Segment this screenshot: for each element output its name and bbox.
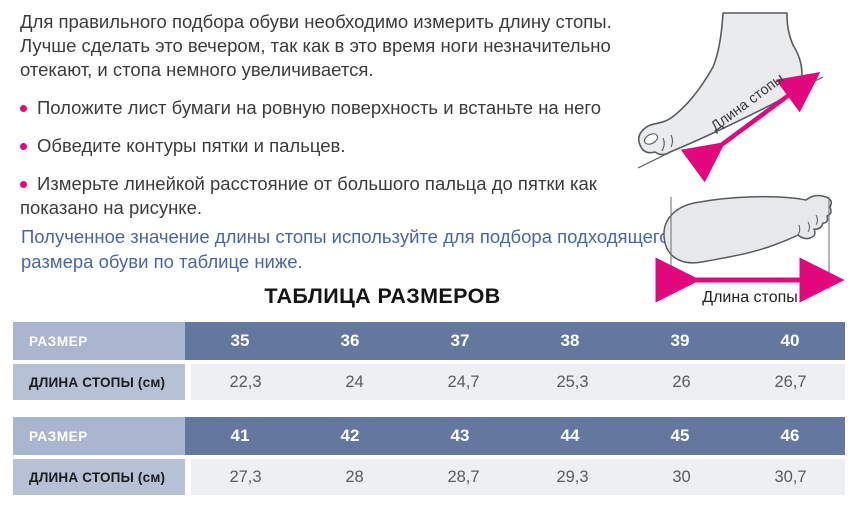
length-row: ДЛИНА СТОПЫ (см) 27,3 28 28,7 29,3 30 30… [13, 459, 845, 495]
size-cell: 45 [625, 417, 735, 455]
length-cell: 30 [627, 459, 736, 495]
bullet-dot-icon [20, 104, 27, 112]
size-cell: 43 [405, 417, 515, 455]
size-cell: 37 [405, 322, 515, 360]
foot-top-illustration: Длина стопы [655, 194, 845, 306]
size-cell: 35 [185, 322, 295, 360]
size-cell: 41 [185, 417, 295, 455]
length-row: ДЛИНА СТОПЫ (см) 22,3 24 24,7 25,3 26 26… [13, 364, 845, 400]
size-cell: 44 [515, 417, 625, 455]
length-cell: 25,3 [518, 364, 627, 400]
length-cell: 26 [627, 364, 736, 400]
bullet-dot-icon [20, 142, 27, 150]
length-cell: 29,3 [518, 459, 627, 495]
cell-gap [185, 459, 191, 495]
length-cell: 30,7 [736, 459, 845, 495]
bullet-dot-icon [20, 180, 27, 188]
top-measure-label: Длина стопы [702, 289, 798, 306]
note-line: размера обуви по таблице ниже. [21, 251, 303, 272]
length-row-label: ДЛИНА СТОПЫ (см) [13, 364, 185, 400]
toe-lines-detail [661, 134, 674, 152]
size-cell: 39 [625, 322, 735, 360]
length-cell: 24 [300, 364, 409, 400]
intro-line: Лучше сделать это вечером, так как в это… [20, 35, 611, 56]
length-row-label: ДЛИНА СТОПЫ (см) [13, 459, 185, 495]
length-cell: 24,7 [409, 364, 518, 400]
length-cell: 22,3 [191, 364, 300, 400]
intro-paragraph: Для правильного подбора обуви необходимо… [20, 10, 612, 82]
bullet-item-3: Измерьте линейкой расстояние от большого… [20, 172, 597, 196]
note-line: Полученное значение длины стопы использу… [21, 226, 670, 247]
length-cell: 28,7 [409, 459, 518, 495]
size-header-row: РАЗМЕР 41 42 43 44 45 46 [13, 417, 845, 455]
bullet-item-2: Обведите контуры пятки и пальцев. [20, 134, 346, 158]
bullet-item-1: Положите лист бумаги на ровную поверхнос… [20, 96, 601, 120]
intro-line: Для правильного подбора обуви необходимо… [20, 11, 612, 32]
bullet-item-3-wrap: показано на рисунке. [20, 197, 203, 218]
size-cell: 36 [295, 322, 405, 360]
size-header-label: РАЗМЕР [13, 322, 185, 360]
length-cell: 26,7 [736, 364, 845, 400]
bullet-text: Измерьте линейкой расстояние от большого… [37, 173, 597, 194]
table-title: ТАБЛИЦА РАЗМЕРОВ [264, 284, 501, 308]
size-cell: 46 [735, 417, 845, 455]
size-cell: 40 [735, 322, 845, 360]
bullet-text: Положите лист бумаги на ровную поверхнос… [37, 97, 601, 118]
intro-line: отекают, и стопа немного увеличивается. [20, 59, 374, 80]
size-cell: 38 [515, 322, 625, 360]
cell-gap [185, 364, 191, 400]
foot-side-illustration: Длина стопы [637, 12, 824, 183]
length-cell: 27,3 [191, 459, 300, 495]
toe-lines-detail [797, 214, 818, 236]
measure-arrow-icon [680, 71, 821, 183]
size-table-41-46: РАЗМЕР 41 42 43 44 45 46 ДЛИНА СТОПЫ (см… [13, 417, 845, 495]
size-table-35-40: РАЗМЕР 35 36 37 38 39 40 ДЛИНА СТОПЫ (см… [13, 322, 845, 400]
foot-top-shape [663, 194, 833, 264]
bullet-text: Обведите контуры пятки и пальцев. [37, 135, 346, 156]
toenail-detail [643, 133, 659, 145]
size-header-row: РАЗМЕР 35 36 37 38 39 40 [13, 322, 845, 360]
size-cell: 42 [295, 417, 405, 455]
size-header-label: РАЗМЕР [13, 417, 185, 455]
note-paragraph: Полученное значение длины стопы использу… [21, 224, 670, 274]
length-cell: 28 [300, 459, 409, 495]
